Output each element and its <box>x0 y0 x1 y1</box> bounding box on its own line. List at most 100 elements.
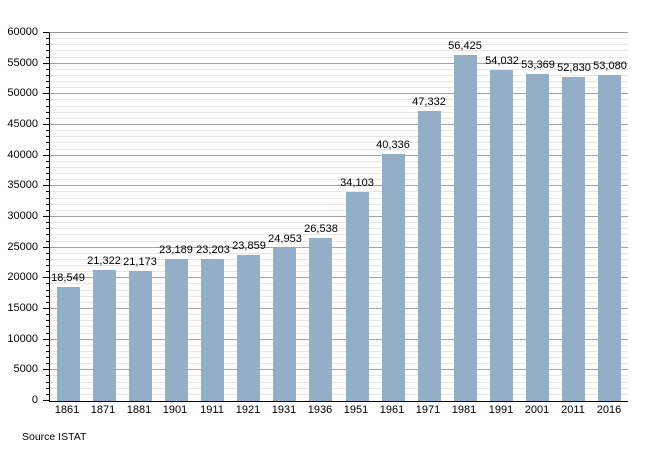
y-axis-minor-tick <box>46 253 49 254</box>
y-axis-minor-tick <box>46 87 49 88</box>
y-axis-major-tick <box>43 124 49 125</box>
y-axis-minor-tick <box>46 204 49 205</box>
y-axis-minor-tick <box>46 99 49 100</box>
bar-value-label: 18,549 <box>51 272 85 284</box>
y-axis-minor-tick <box>46 375 49 376</box>
y-axis-major-tick <box>43 93 49 94</box>
y-axis-tick-label: 30000 <box>7 210 38 222</box>
y-axis-minor-tick <box>46 326 49 327</box>
x-axis-label: 1901 <box>162 404 188 416</box>
bar-value-label: 52,830 <box>557 62 591 74</box>
y-axis-major-tick <box>43 185 49 186</box>
y-axis-minor-tick <box>46 142 49 143</box>
gridline-minor <box>50 44 628 45</box>
y-axis-minor-tick <box>46 265 49 266</box>
bar-2016 <box>598 75 621 401</box>
y-axis-tick-label: 35000 <box>7 179 38 191</box>
y-axis-tick-label: 55000 <box>7 57 38 69</box>
x-axis-label: 1881 <box>126 404 152 416</box>
y-axis-major-tick <box>43 339 49 340</box>
x-axis-label: 1931 <box>271 404 297 416</box>
y-axis-tick-label: 10000 <box>7 333 38 345</box>
bar-value-label: 24,953 <box>268 233 302 245</box>
y-axis-minor-tick <box>46 44 49 45</box>
bar-1921 <box>237 255 260 401</box>
y-axis-minor-tick <box>46 210 49 211</box>
y-axis-minor-tick <box>46 130 49 131</box>
y-axis-minor-tick <box>46 50 49 51</box>
y-axis-minor-tick <box>46 290 49 291</box>
y-axis-minor-tick <box>46 357 49 358</box>
x-axis-label: 1991 <box>488 404 514 416</box>
bar-1991 <box>490 70 513 401</box>
y-axis-tick-label: 20000 <box>7 271 38 283</box>
y-axis-minor-tick <box>46 382 49 383</box>
y-axis-minor-tick <box>46 222 49 223</box>
y-axis-major-tick <box>43 247 49 248</box>
y-axis-major-tick <box>43 400 49 401</box>
bar-value-label: 54,032 <box>485 55 519 67</box>
y-axis-major-tick <box>43 369 49 370</box>
y-axis-minor-tick <box>46 320 49 321</box>
bar-value-label: 23,859 <box>232 240 266 252</box>
y-axis-minor-tick <box>46 234 49 235</box>
x-axis-label: 1951 <box>343 404 369 416</box>
bar-value-label: 53,369 <box>521 59 555 71</box>
y-axis-minor-tick <box>46 38 49 39</box>
y-axis-major-tick <box>43 63 49 64</box>
y-axis-minor-tick <box>46 161 49 162</box>
y-axis-minor-tick <box>46 149 49 150</box>
y-axis-minor-tick <box>46 394 49 395</box>
y-axis-minor-tick <box>46 112 49 113</box>
bar-1951 <box>346 192 369 401</box>
y-axis-minor-tick <box>46 388 49 389</box>
source-note: Source ISTAT <box>22 431 87 443</box>
y-axis-minor-tick <box>46 191 49 192</box>
y-axis-major-tick <box>43 155 49 156</box>
bar-2001 <box>526 74 549 401</box>
y-axis-minor-tick <box>46 106 49 107</box>
bar-value-label: 21,322 <box>87 255 121 267</box>
gridline-minor <box>50 38 628 39</box>
x-axis-label: 1971 <box>415 404 441 416</box>
bar-1861 <box>57 287 80 401</box>
x-axis-label: 1936 <box>307 404 333 416</box>
bar-value-label: 53,080 <box>593 60 627 72</box>
y-axis-tick-label: 25000 <box>7 241 38 253</box>
bar-1961 <box>382 154 405 401</box>
bar-1881 <box>129 271 152 401</box>
bar-1971 <box>418 111 441 401</box>
gridline-minor <box>50 57 628 58</box>
y-axis-minor-tick <box>46 241 49 242</box>
x-axis-label: 1981 <box>451 404 477 416</box>
plot-area: 18,549 21,322 21,173 23,189 23,203 23,859 24,9… <box>49 32 628 402</box>
bar-value-label: 21,173 <box>123 256 157 268</box>
y-axis-minor-tick <box>46 75 49 76</box>
y-axis-major-tick <box>43 277 49 278</box>
y-axis-minor-tick <box>46 351 49 352</box>
y-axis-tick-label: 5000 <box>13 363 38 375</box>
bar-1901 <box>165 259 188 401</box>
y-axis-minor-tick <box>46 136 49 137</box>
y-axis-minor-tick <box>46 69 49 70</box>
x-axis-label: 2001 <box>524 404 550 416</box>
x-axis-label: 1861 <box>54 404 80 416</box>
bar-2011 <box>562 77 585 401</box>
y-axis-minor-tick <box>46 296 49 297</box>
bar-1871 <box>93 270 116 401</box>
y-axis-minor-tick <box>46 314 49 315</box>
y-axis-minor-tick <box>46 228 49 229</box>
x-axis-label: 1921 <box>235 404 261 416</box>
y-axis-minor-tick <box>46 81 49 82</box>
bar-value-label: 23,189 <box>159 244 193 256</box>
y-axis-minor-tick <box>46 173 49 174</box>
y-axis-minor-tick <box>46 198 49 199</box>
y-axis-minor-tick <box>46 333 49 334</box>
y-axis-minor-tick <box>46 179 49 180</box>
y-axis-tick-label: 15000 <box>7 302 38 314</box>
bar-value-label: 40,336 <box>376 139 410 151</box>
y-axis-major-tick <box>43 308 49 309</box>
y-axis-minor-tick <box>46 167 49 168</box>
y-axis-major-tick <box>43 216 49 217</box>
y-axis-tick-label: 50000 <box>7 87 38 99</box>
